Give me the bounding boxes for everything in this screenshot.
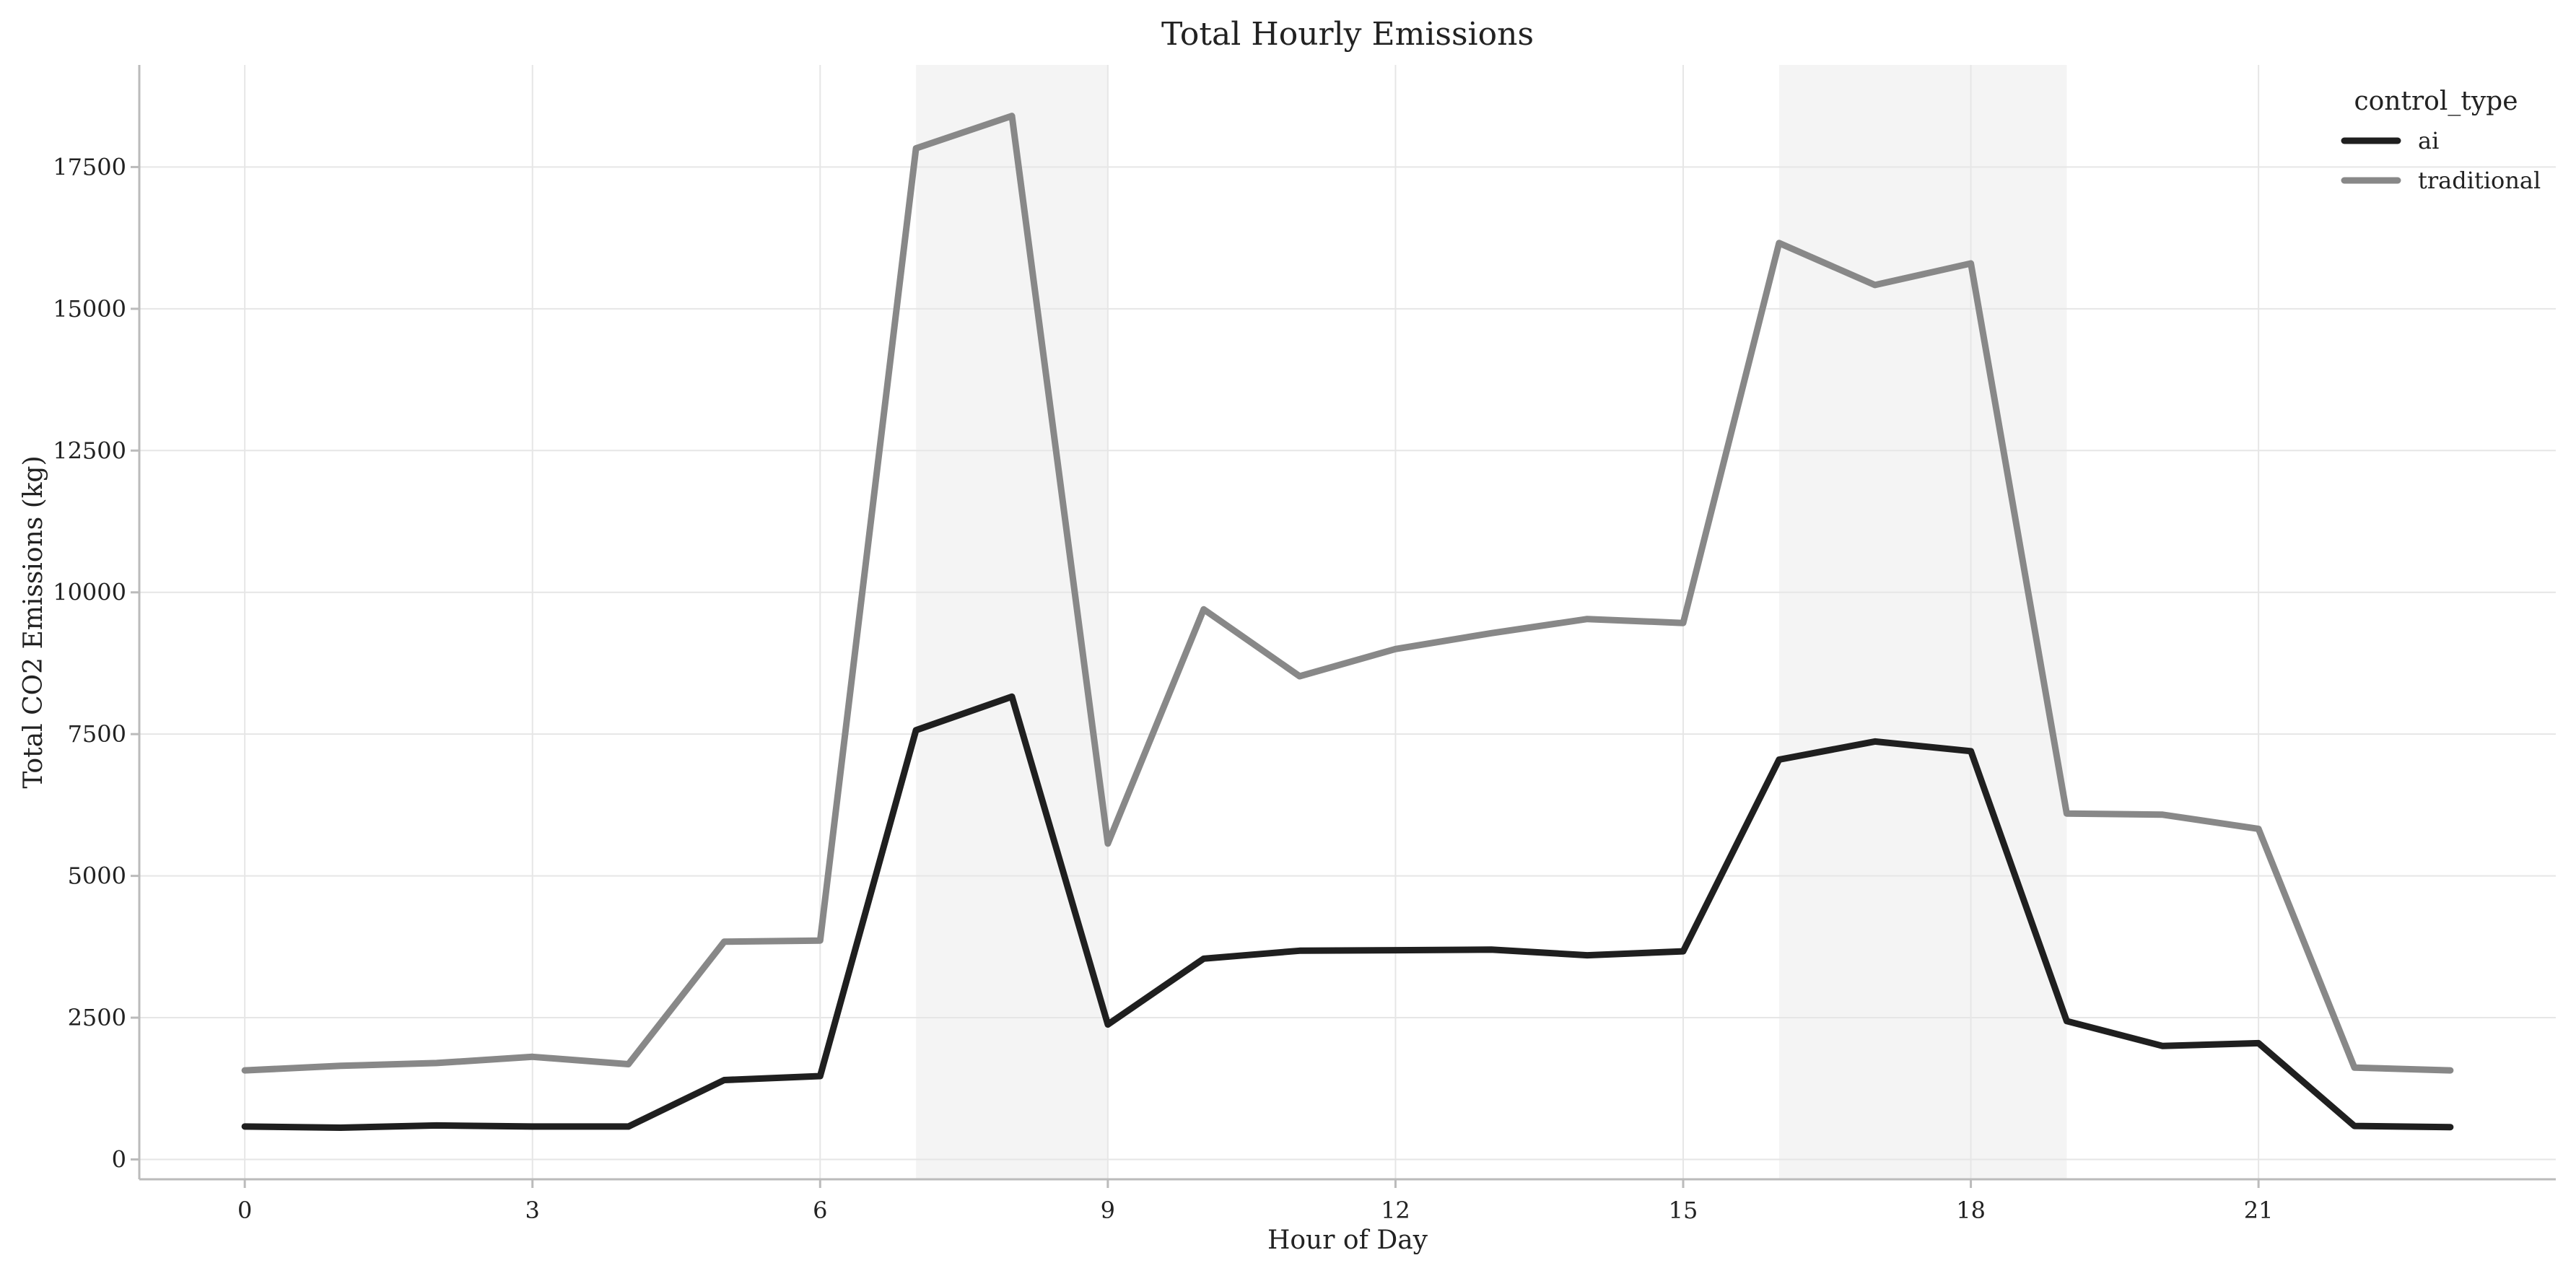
y-axis-label: Total CO2 Emissions (kg): [19, 455, 48, 788]
y-tick-label: 5000: [68, 862, 126, 890]
x-tick-label: 3: [525, 1197, 540, 1224]
legend-title: control_type: [2354, 87, 2518, 116]
legend-label-traditional: traditional: [2418, 167, 2541, 194]
x-tick-label: 6: [813, 1197, 827, 1224]
series-lines: [241, 113, 2454, 1131]
x-tick-label: 15: [1669, 1197, 1698, 1224]
x-axis-label: Hour of Day: [1267, 1225, 1428, 1255]
series-line-traditional: [241, 113, 2454, 1074]
x-tick-label: 0: [237, 1197, 252, 1224]
x-tick-label: 12: [1381, 1197, 1410, 1224]
y-tick-label: 2500: [68, 1004, 126, 1031]
series-line-ai: [241, 693, 2454, 1131]
legend-label-ai: ai: [2418, 127, 2439, 154]
x-tick-label: 9: [1101, 1197, 1115, 1224]
axes-spines: [138, 65, 2556, 1181]
y-tick-label: 15000: [53, 295, 126, 323]
y-tick-label: 17500: [53, 153, 126, 180]
y-tick-label: 0: [112, 1145, 126, 1173]
axis-ticks: 0 3 6 9 12 15 18 21 0 2500 5000 7500 10000 12500 15000…: [53, 153, 2273, 1224]
chart-title: Total Hourly Emissions: [1161, 16, 1534, 53]
y-tick-label: 10000: [53, 579, 126, 606]
legend: control_type ai traditional: [2341, 87, 2541, 194]
x-tick-label: 21: [2244, 1197, 2274, 1224]
shaded-range-1: [1778, 65, 2067, 1179]
legend-items: ai traditional: [2341, 127, 2541, 194]
gridlines: [139, 65, 2556, 1179]
x-tick-label: 18: [1956, 1197, 1986, 1224]
y-tick-label: 12500: [53, 437, 126, 464]
y-tick-label: 7500: [68, 720, 126, 748]
shaded-ranges: [916, 65, 2067, 1179]
